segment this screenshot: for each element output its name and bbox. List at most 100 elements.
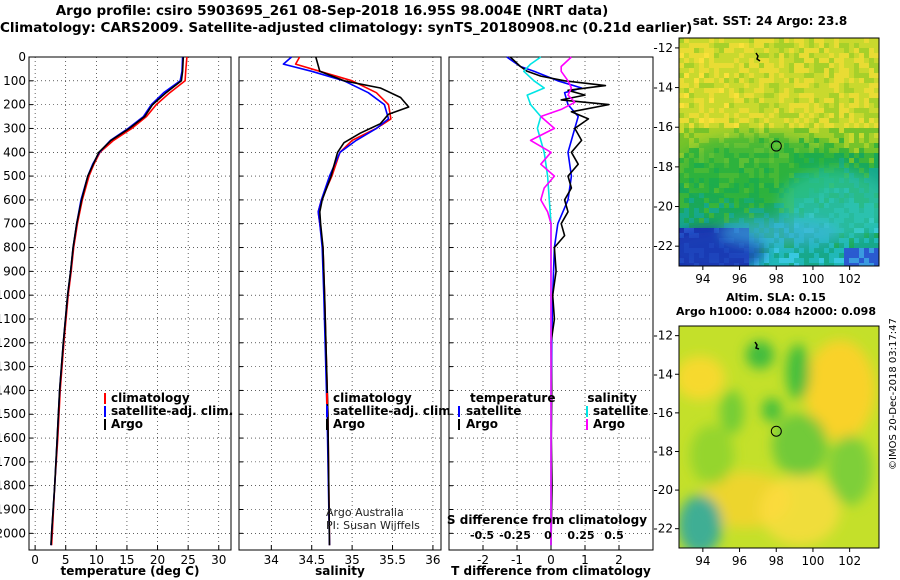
y-tick-label: 400 <box>3 145 26 159</box>
sst-pixel <box>704 198 709 203</box>
sst-pixel <box>699 198 704 203</box>
x-tick-label: 20 <box>150 553 165 567</box>
sst-pixel <box>839 138 844 143</box>
sst-pixel <box>699 43 704 48</box>
sst-pixel <box>864 238 869 243</box>
sst-pixel <box>694 203 699 208</box>
sst-pixel <box>854 263 859 266</box>
sst-pixel <box>684 118 689 123</box>
sst-pixel <box>799 243 804 248</box>
x-tick-label: 35 <box>344 553 359 567</box>
sst-pixel <box>699 98 704 103</box>
sst-pixel <box>809 98 814 103</box>
sst-pixel <box>844 123 849 128</box>
sst-pixel <box>869 233 874 238</box>
sst-pixel <box>789 58 794 63</box>
sst-pixel <box>854 48 859 53</box>
sst-pixel <box>689 138 694 143</box>
sst-pixel <box>849 138 854 143</box>
sst-pixel <box>699 63 704 68</box>
sla-map-frame <box>678 325 880 549</box>
sst-pixel <box>729 213 734 218</box>
sst-pixel <box>714 83 719 88</box>
sst-pixel <box>679 213 684 218</box>
sst-pixel <box>709 73 714 78</box>
sst-pixel <box>749 68 754 73</box>
sst-pixel <box>779 53 784 58</box>
sst-pixel <box>739 63 744 68</box>
sst-pixel <box>754 108 759 113</box>
sst-pixel <box>719 43 724 48</box>
sst-pixel <box>684 213 689 218</box>
y-tick-label: 1300 <box>0 360 26 374</box>
sst-pixel <box>859 108 864 113</box>
sst-pixel <box>849 238 854 243</box>
sst-pixel <box>784 73 789 78</box>
sst-pixel <box>864 253 869 258</box>
sst-pixel <box>834 48 839 53</box>
sst-pixel <box>744 128 749 133</box>
sst-pixel <box>754 53 759 58</box>
sst-pixel <box>854 88 859 93</box>
plot-frame <box>238 56 442 551</box>
sst-pixel <box>819 73 824 78</box>
sst-pixel <box>824 128 829 133</box>
sst-pixel <box>804 258 809 263</box>
sst-pixel <box>679 118 684 123</box>
sst-pixel <box>849 128 854 133</box>
sst-pixel <box>759 83 764 88</box>
sst-pixel <box>734 123 739 128</box>
sst-pixel <box>839 98 844 103</box>
y-tick-label: 1100 <box>0 312 26 326</box>
sst-pixel <box>749 118 754 123</box>
sst-pixel <box>714 63 719 68</box>
sst-pixel <box>844 263 849 266</box>
sst-pixel <box>764 113 769 118</box>
sst-pixel <box>864 58 869 63</box>
sst-pixel <box>829 123 834 128</box>
sst-pixel <box>724 68 729 73</box>
sst-pixel <box>834 88 839 93</box>
sst-pixel <box>874 153 879 158</box>
sst-pixel <box>724 83 729 88</box>
sst-pixel <box>699 88 704 93</box>
sst-pixel <box>704 73 709 78</box>
sst-pixel <box>799 63 804 68</box>
sst-pixel <box>764 108 769 113</box>
sst-pixel <box>734 38 739 43</box>
sst-pixel <box>794 108 799 113</box>
sst-pixel <box>869 148 874 153</box>
sst-pixel <box>689 133 694 138</box>
sst-pixel <box>699 78 704 83</box>
sst-pixel <box>769 203 774 208</box>
sst-pixel <box>689 43 694 48</box>
sst-pixel <box>859 118 864 123</box>
sst-pixel <box>689 223 694 228</box>
sst-pixel <box>824 123 829 128</box>
sst-pixel <box>709 83 714 88</box>
sst-pixel <box>874 168 879 173</box>
sst-pixel <box>804 93 809 98</box>
sst-pixel <box>829 128 834 133</box>
sst-pixel <box>844 143 849 148</box>
sst-pixel <box>709 78 714 83</box>
sst-pixel <box>719 58 724 63</box>
sst-pixel <box>744 53 749 58</box>
sst-pixel <box>739 53 744 58</box>
sst-pixel <box>754 38 759 43</box>
sst-pixel <box>869 83 874 88</box>
sst-pixel <box>719 133 724 138</box>
sst-pixel <box>819 258 824 263</box>
sst-pixel <box>804 263 809 266</box>
sst-pixel <box>714 108 719 113</box>
sst-pixel <box>814 253 819 258</box>
top-tick-label: 0 <box>544 529 552 542</box>
sst-pixel <box>834 248 839 253</box>
sst-pixel <box>864 248 869 253</box>
sst-pixel <box>869 98 874 103</box>
sst-pixel <box>754 68 759 73</box>
sst-pixel <box>714 58 719 63</box>
sst-pixel <box>764 63 769 68</box>
sst-pixel <box>854 138 859 143</box>
sst-pixel <box>799 88 804 93</box>
